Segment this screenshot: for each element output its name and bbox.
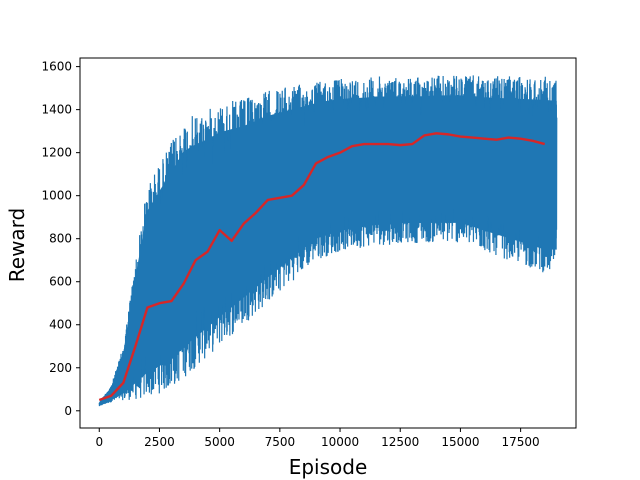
y-axis-label: Reward — [5, 208, 29, 282]
y-tick-label: 1600 — [41, 60, 72, 74]
y-tick-label: 0 — [64, 404, 72, 418]
x-axis-ticks: 0 2500 5000 7500 10000 12500 15000 17500 — [95, 428, 540, 449]
x-tick-label: 2500 — [144, 435, 175, 449]
y-tick-label: 1400 — [41, 103, 72, 117]
smoothed-reward-series — [98, 132, 546, 402]
y-tick-label: 200 — [49, 361, 72, 375]
y-tick-label: 800 — [49, 232, 72, 246]
y-tick-label: 600 — [49, 275, 72, 289]
y-tick-label: 1000 — [41, 189, 72, 203]
smoothed-reward-line — [98, 132, 546, 402]
x-tick-label: 15000 — [441, 435, 479, 449]
raw-reward-line — [98, 75, 558, 407]
x-axis-label: Episode — [289, 455, 368, 479]
plot-frame — [79, 57, 577, 429]
y-tick-label: 400 — [49, 318, 72, 332]
x-tick-label: 17500 — [502, 435, 540, 449]
y-tick-label: 1200 — [41, 146, 72, 160]
x-tick-label: 5000 — [204, 435, 235, 449]
x-tick-label: 10000 — [321, 435, 359, 449]
x-tick-label: 0 — [95, 435, 103, 449]
x-tick-label: 7500 — [265, 435, 296, 449]
y-axis-ticks: 0 200 400 600 800 1000 1200 1400 1600 — [41, 60, 80, 418]
raw-reward-series — [98, 75, 558, 407]
x-tick-label: 12500 — [381, 435, 419, 449]
